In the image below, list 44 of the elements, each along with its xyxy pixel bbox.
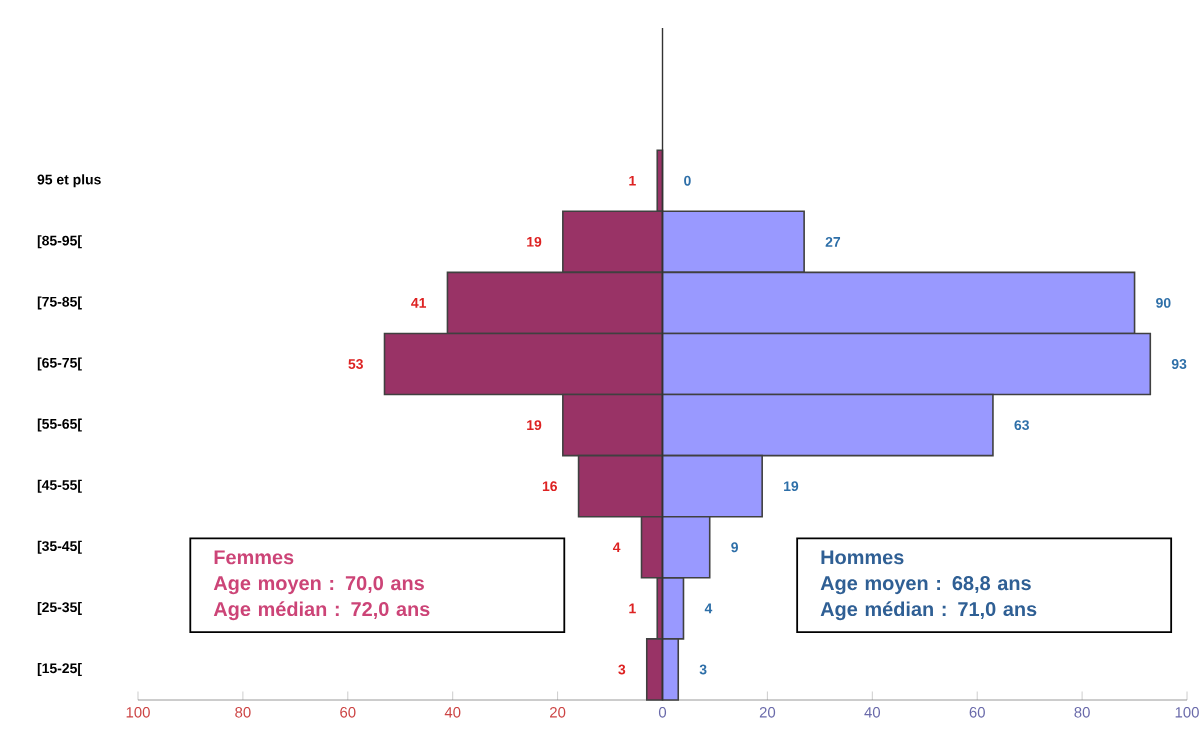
data-label: 41 [411,298,427,308]
annotation: Age moyen : 70,0 ans [213,576,424,595]
x-tick-label: 60 [969,707,985,718]
annotation: Femmes [214,550,294,565]
x-tick-label: 100 [126,707,150,718]
x-tick-label: 80 [235,707,251,718]
y-tick-label: [35-45[ [37,540,82,554]
x-tick-label: 20 [550,707,566,718]
data-label: 16 [542,481,558,492]
x-tick-label: 0 [658,707,667,718]
data-label: 19 [527,420,542,431]
data-label: 4 [612,542,621,553]
data-label: 19 [527,236,542,247]
data-label: 1 [629,175,636,186]
x-tick-label: 40 [444,707,461,718]
annotation: Age moyen : 68,8 ans [820,576,1031,595]
x-tick-label: 100 [1175,707,1199,718]
x-tick-label: 60 [340,707,356,718]
data-label: 53 [348,359,363,369]
data-label: 19 [784,481,799,492]
y-tick-label: [75-85[ [37,296,82,310]
y-tick-label: [65-75[ [37,357,82,371]
annotation: Hommes [821,550,904,565]
y-tick-label: [25-35[ [37,601,82,615]
data-label: 9 [731,542,738,553]
data-label: 3 [618,664,626,675]
y-tick-label: [15-25[ [37,662,82,676]
data-label: 1 [629,603,636,614]
y-tick-label: [85-95[ [37,235,82,249]
x-tick-label: 80 [1074,707,1090,718]
y-tick-label: [55-65[ [37,418,82,432]
data-label: 27 [825,236,841,247]
data-label: 93 [1171,359,1187,369]
data-label: 3 [699,664,707,675]
data-label: 63 [1014,420,1029,431]
annotation: Age médian : 71,0 ans [820,601,1037,621]
data-label: 90 [1156,298,1171,308]
data-label: 0 [684,175,691,186]
y-tick-label: 95 et plus [37,174,101,188]
annotation: Age médian : 72,0 ans [213,601,430,621]
x-tick-label: 40 [864,707,881,718]
y-tick-label: [45-55[ [37,479,82,493]
data-label: 4 [704,603,713,614]
x-tick-label: 20 [759,707,776,718]
